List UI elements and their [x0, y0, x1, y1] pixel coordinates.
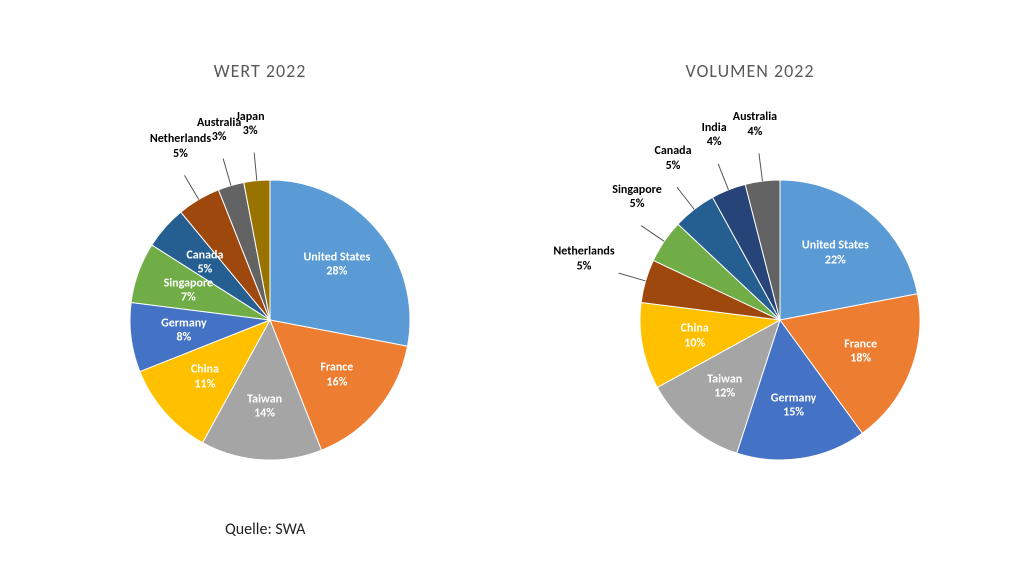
slice-united-states — [270, 180, 410, 346]
source-label: Quelle: SWA — [225, 520, 305, 539]
slice-callout: India4% — [702, 121, 727, 150]
slice-callout: Netherlands5% — [553, 245, 614, 274]
slice-callout: Japan3% — [236, 110, 265, 139]
chart-title: VOLUMEN 2022 — [520, 60, 980, 82]
pie — [640, 180, 920, 460]
chart-title: WERT 2022 — [30, 60, 490, 82]
slice-callout: Canada5% — [655, 144, 692, 173]
page: { "source_label": "Quelle: SWA", "backgr… — [0, 0, 1024, 576]
slice-callout: Netherlands5% — [150, 133, 211, 162]
chart-wert: WERT 2022United States28%France16%Taiwan… — [30, 60, 490, 520]
chart-volumen: VOLUMEN 2022United States22%France18%Ger… — [520, 60, 980, 520]
pie — [130, 180, 410, 460]
slice-callout: Australia3% — [197, 116, 241, 145]
slice-callout: Australia4% — [733, 111, 777, 140]
